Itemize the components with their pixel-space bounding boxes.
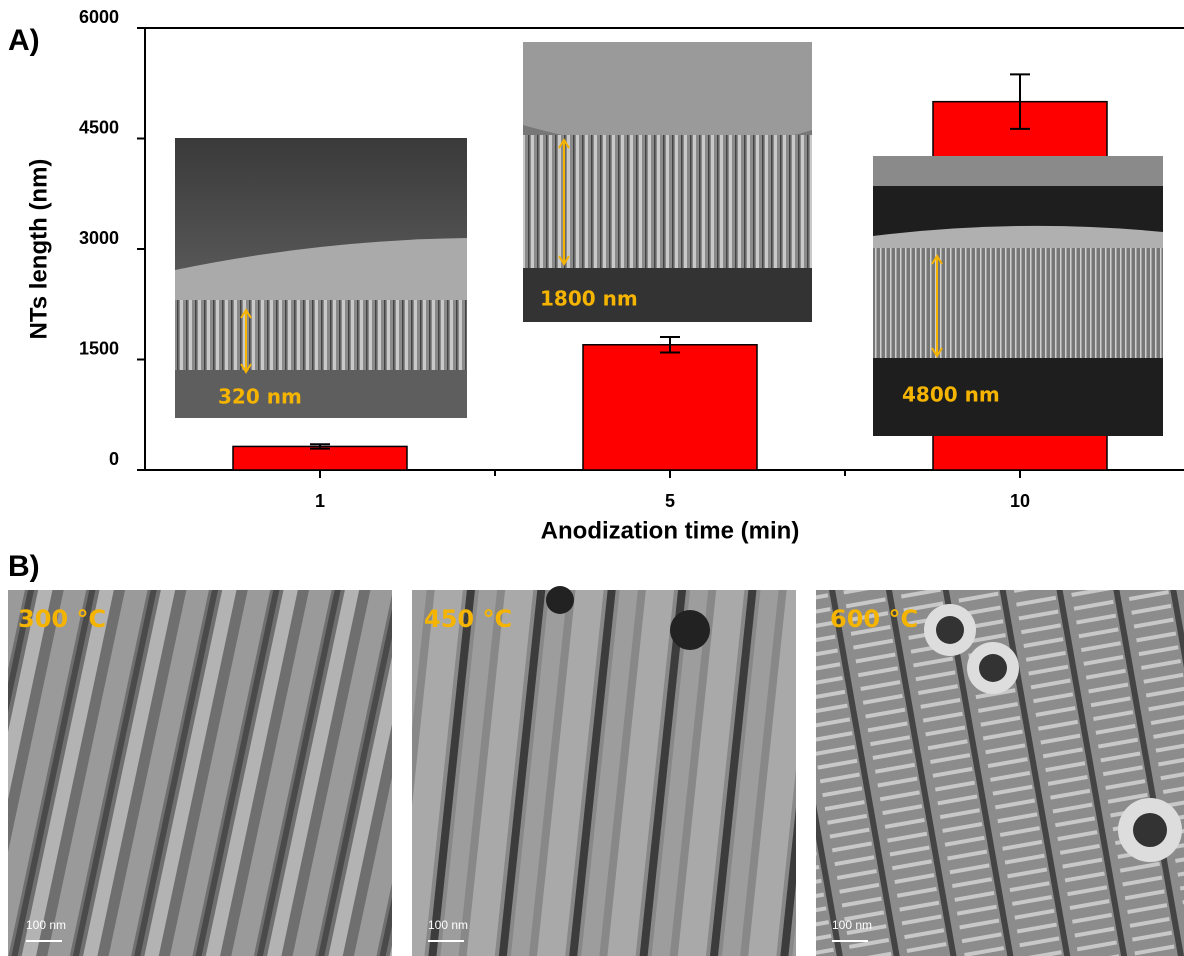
sem-inset: 4800 nm: [873, 156, 1163, 436]
x-tick-label: 1: [315, 491, 325, 511]
y-tick-label: 3000: [79, 228, 119, 248]
sem-panel: 450 °C 100 nm: [412, 586, 796, 956]
error-bar: [1010, 73, 1030, 130]
y-tick-label: 4500: [79, 117, 119, 137]
error-bar: [660, 336, 680, 354]
bar: [582, 344, 758, 471]
x-tick-label: 10: [1010, 491, 1030, 511]
scale-bar-label: 100 nm: [26, 918, 66, 932]
sem-inset: 320 nm: [175, 138, 467, 418]
sem-label: 450 °C: [424, 605, 512, 633]
insets: 320 nm 1800 nm 4800 nm: [175, 42, 1163, 436]
sem-inset: 1800 nm: [523, 42, 812, 322]
panel-label: A): [8, 24, 40, 57]
x-tick-label: 5: [665, 491, 675, 511]
sem-label: 600 °C: [830, 605, 918, 633]
inset-label: 1800 nm: [540, 287, 638, 311]
x-axis-title: Anodization time (min): [541, 517, 800, 544]
panel-label: B): [8, 550, 40, 583]
sem-label: 300 °C: [18, 605, 106, 633]
y-axis-title: NTs length (nm): [25, 159, 52, 340]
inset-label: 4800 nm: [902, 383, 1000, 407]
y-tick-label: 0: [109, 449, 119, 469]
y-tick-label: 1500: [79, 338, 119, 358]
y-tick-label: 6000: [79, 7, 119, 27]
sem-panel: 300 °C 100 nm: [8, 590, 392, 956]
inset-label: 320 nm: [218, 385, 302, 409]
scale-bar-label: 100 nm: [428, 918, 468, 932]
sem-panel: 600 °C 100 nm: [816, 590, 1184, 956]
error-bar: [310, 443, 330, 450]
bar: [232, 445, 408, 471]
scale-bar-label: 100 nm: [832, 918, 872, 932]
